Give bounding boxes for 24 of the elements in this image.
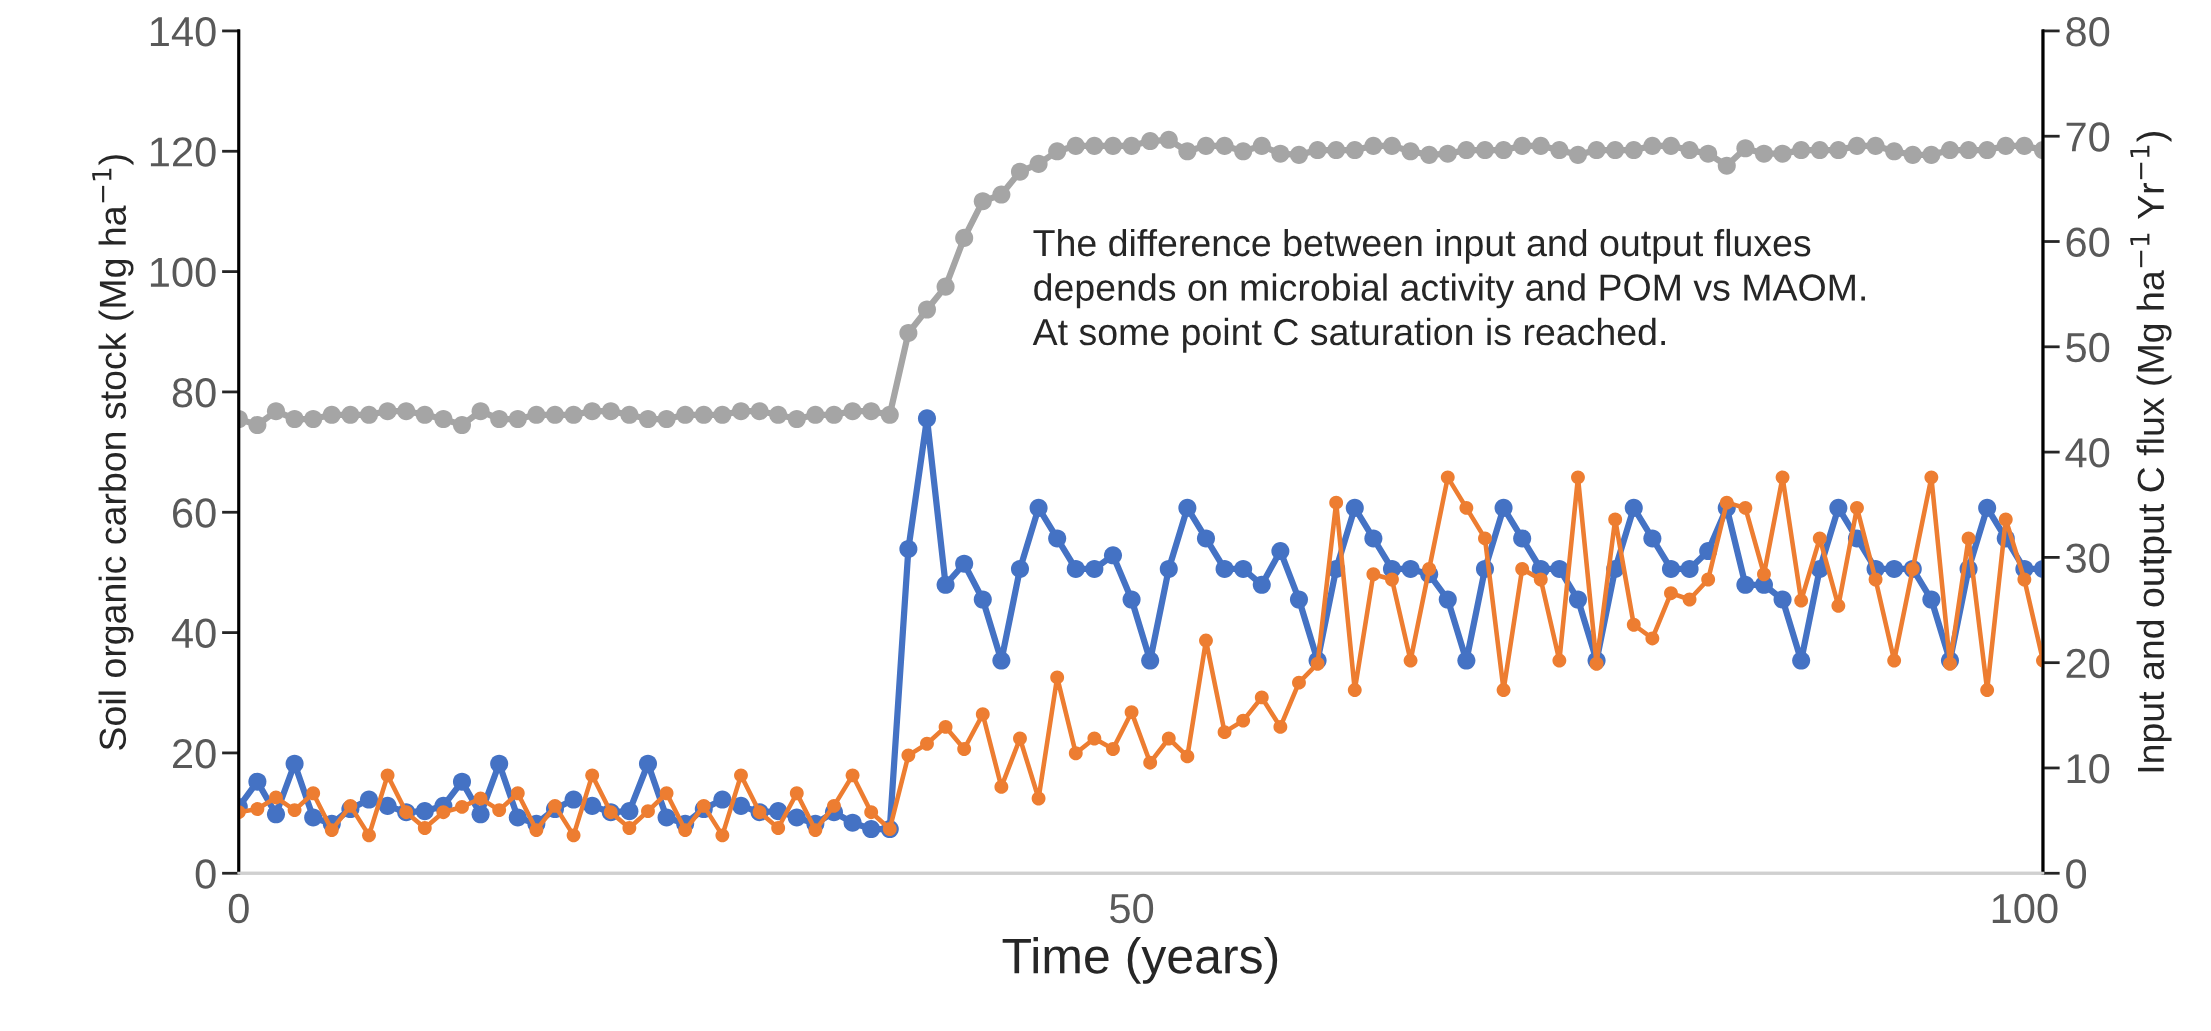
- x-axis-title: Time (years): [1002, 937, 1278, 984]
- y2-tick-label: 70: [2066, 122, 2110, 152]
- y2-axis-title: Input and output C flux (Mg ha$^{−1}$ Yr$^{−1}$): [2130, 132, 2172, 772]
- y-tick-label: 40: [171, 618, 216, 649]
- y-tick-label: 20: [173, 738, 216, 769]
- y-tick-label: 100: [150, 257, 216, 288]
- y-axis-title: Soil organic carbon stock (Mg ha$^{−1}$): [92, 155, 134, 750]
- y-tick-label: 80: [172, 377, 216, 408]
- y2-tick-label: 30: [2066, 543, 2110, 573]
- y-tick-label: 0: [195, 859, 216, 889]
- x-tick-label: 100: [1992, 893, 2058, 924]
- y2-tick-label: 40: [2065, 438, 2110, 468]
- x-tick-label: 0: [228, 893, 249, 924]
- y2-tick-label: 80: [2066, 16, 2110, 47]
- y2-tick-label: 50: [2066, 332, 2110, 363]
- x-tick-label: 50: [1110, 893, 1154, 924]
- y2-tick-label: 20: [2066, 648, 2110, 679]
- y-tick-label: 140: [150, 16, 216, 47]
- y2-tick-label: 60: [2066, 227, 2110, 258]
- y-tick-label: 120: [150, 137, 216, 167]
- annotation: The difference between input and output fluxes depends on microbial activity and POM vs MAOM. At some point C saturation is reached.: [1032, 228, 1865, 353]
- y2-tick-label: 10: [2067, 753, 2110, 784]
- y-tick-label: 60: [173, 498, 216, 528]
- y2-tick-label: 0: [2066, 859, 2087, 889]
